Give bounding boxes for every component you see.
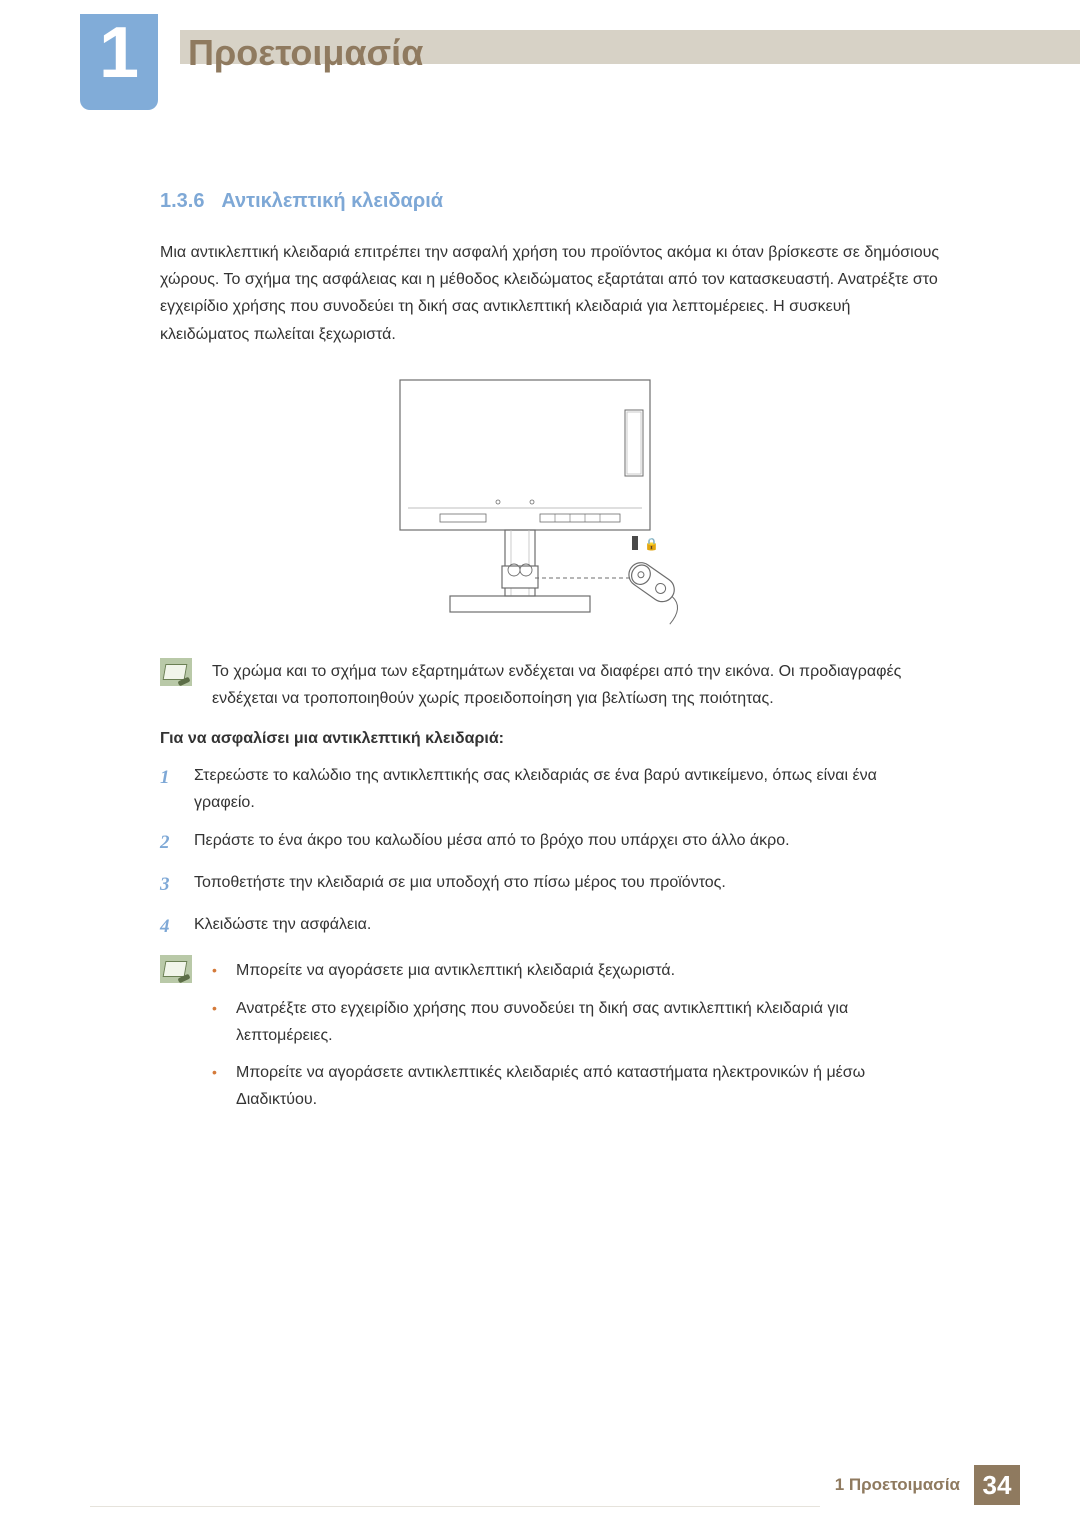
bullet-dot-icon: • (212, 1059, 222, 1113)
note-icon (160, 955, 192, 983)
note-2-bullets: • Μπορείτε να αγοράσετε μια αντικλεπτική… (212, 957, 940, 1123)
note-1-text: Το χρώμα και το σχήμα των εξαρτημάτων εν… (212, 658, 940, 712)
bullet-item: • Ανατρέξτε στο εγχειρίδιο χρήσης που συ… (212, 995, 940, 1049)
steps-list: 1 Στερεώστε το καλώδιο της αντικλεπτικής… (160, 762, 940, 943)
bullet-dot-icon: • (212, 957, 222, 984)
bullet-dot-icon: • (212, 995, 222, 1049)
section-title: Αντικλεπτική κλειδαριά (221, 190, 443, 212)
section-number: 1.3.6 (160, 190, 204, 212)
step-text: Τοποθετήστε την κλειδαριά σε μια υποδοχή… (194, 869, 940, 901)
step-number: 4 (160, 911, 178, 943)
step-text: Περάστε το ένα άκρο του καλωδίου μέσα απ… (194, 827, 940, 859)
monitor-lock-diagram: 🔒 (380, 370, 720, 630)
steps-heading: Για να ασφαλίσει μια αντικλεπτική κλειδα… (160, 730, 940, 748)
intro-paragraph: Μια αντικλεπτική κλειδαριά επιτρέπει την… (160, 239, 940, 348)
chapter-title: Προετοιμασία (188, 32, 423, 74)
footer-label: 1 Προετοιμασία (835, 1475, 960, 1495)
bullet-text: Μπορείτε να αγοράσετε αντικλεπτικές κλει… (236, 1059, 940, 1113)
step-item: 3 Τοποθετήστε την κλειδαριά σε μια υποδο… (160, 869, 940, 901)
step-number: 2 (160, 827, 178, 859)
step-item: 2 Περάστε το ένα άκρο του καλωδίου μέσα … (160, 827, 940, 859)
section-heading: 1.3.6 Αντικλεπτική κλειδαριά (160, 190, 940, 213)
note-icon (160, 658, 192, 686)
footer-page-number: 34 (974, 1465, 1020, 1505)
svg-text:🔒: 🔒 (644, 537, 659, 551)
content-area: 1.3.6 Αντικλεπτική κλειδαριά Μια αντικλε… (160, 190, 940, 1141)
footer-rule (90, 1506, 820, 1507)
step-item: 4 Κλειδώστε την ασφάλεια. (160, 911, 940, 943)
footer: 1 Προετοιμασία 34 (835, 1465, 1020, 1505)
note-1: Το χρώμα και το σχήμα των εξαρτημάτων εν… (160, 658, 940, 712)
step-text: Στερεώστε το καλώδιο της αντικλεπτικής σ… (194, 762, 940, 816)
bullet-item: • Μπορείτε να αγοράσετε μια αντικλεπτική… (212, 957, 940, 984)
note-2: • Μπορείτε να αγοράσετε μια αντικλεπτική… (160, 955, 940, 1123)
step-number: 1 (160, 762, 178, 816)
chapter-number-badge: 1 (80, 14, 158, 110)
bullet-text: Μπορείτε να αγοράσετε μια αντικλεπτική κ… (236, 957, 940, 984)
bullet-item: • Μπορείτε να αγοράσετε αντικλεπτικές κλ… (212, 1059, 940, 1113)
bullet-text: Ανατρέξτε στο εγχειρίδιο χρήσης που συνο… (236, 995, 940, 1049)
step-item: 1 Στερεώστε το καλώδιο της αντικλεπτικής… (160, 762, 940, 816)
step-number: 3 (160, 869, 178, 901)
step-text: Κλειδώστε την ασφάλεια. (194, 911, 940, 943)
